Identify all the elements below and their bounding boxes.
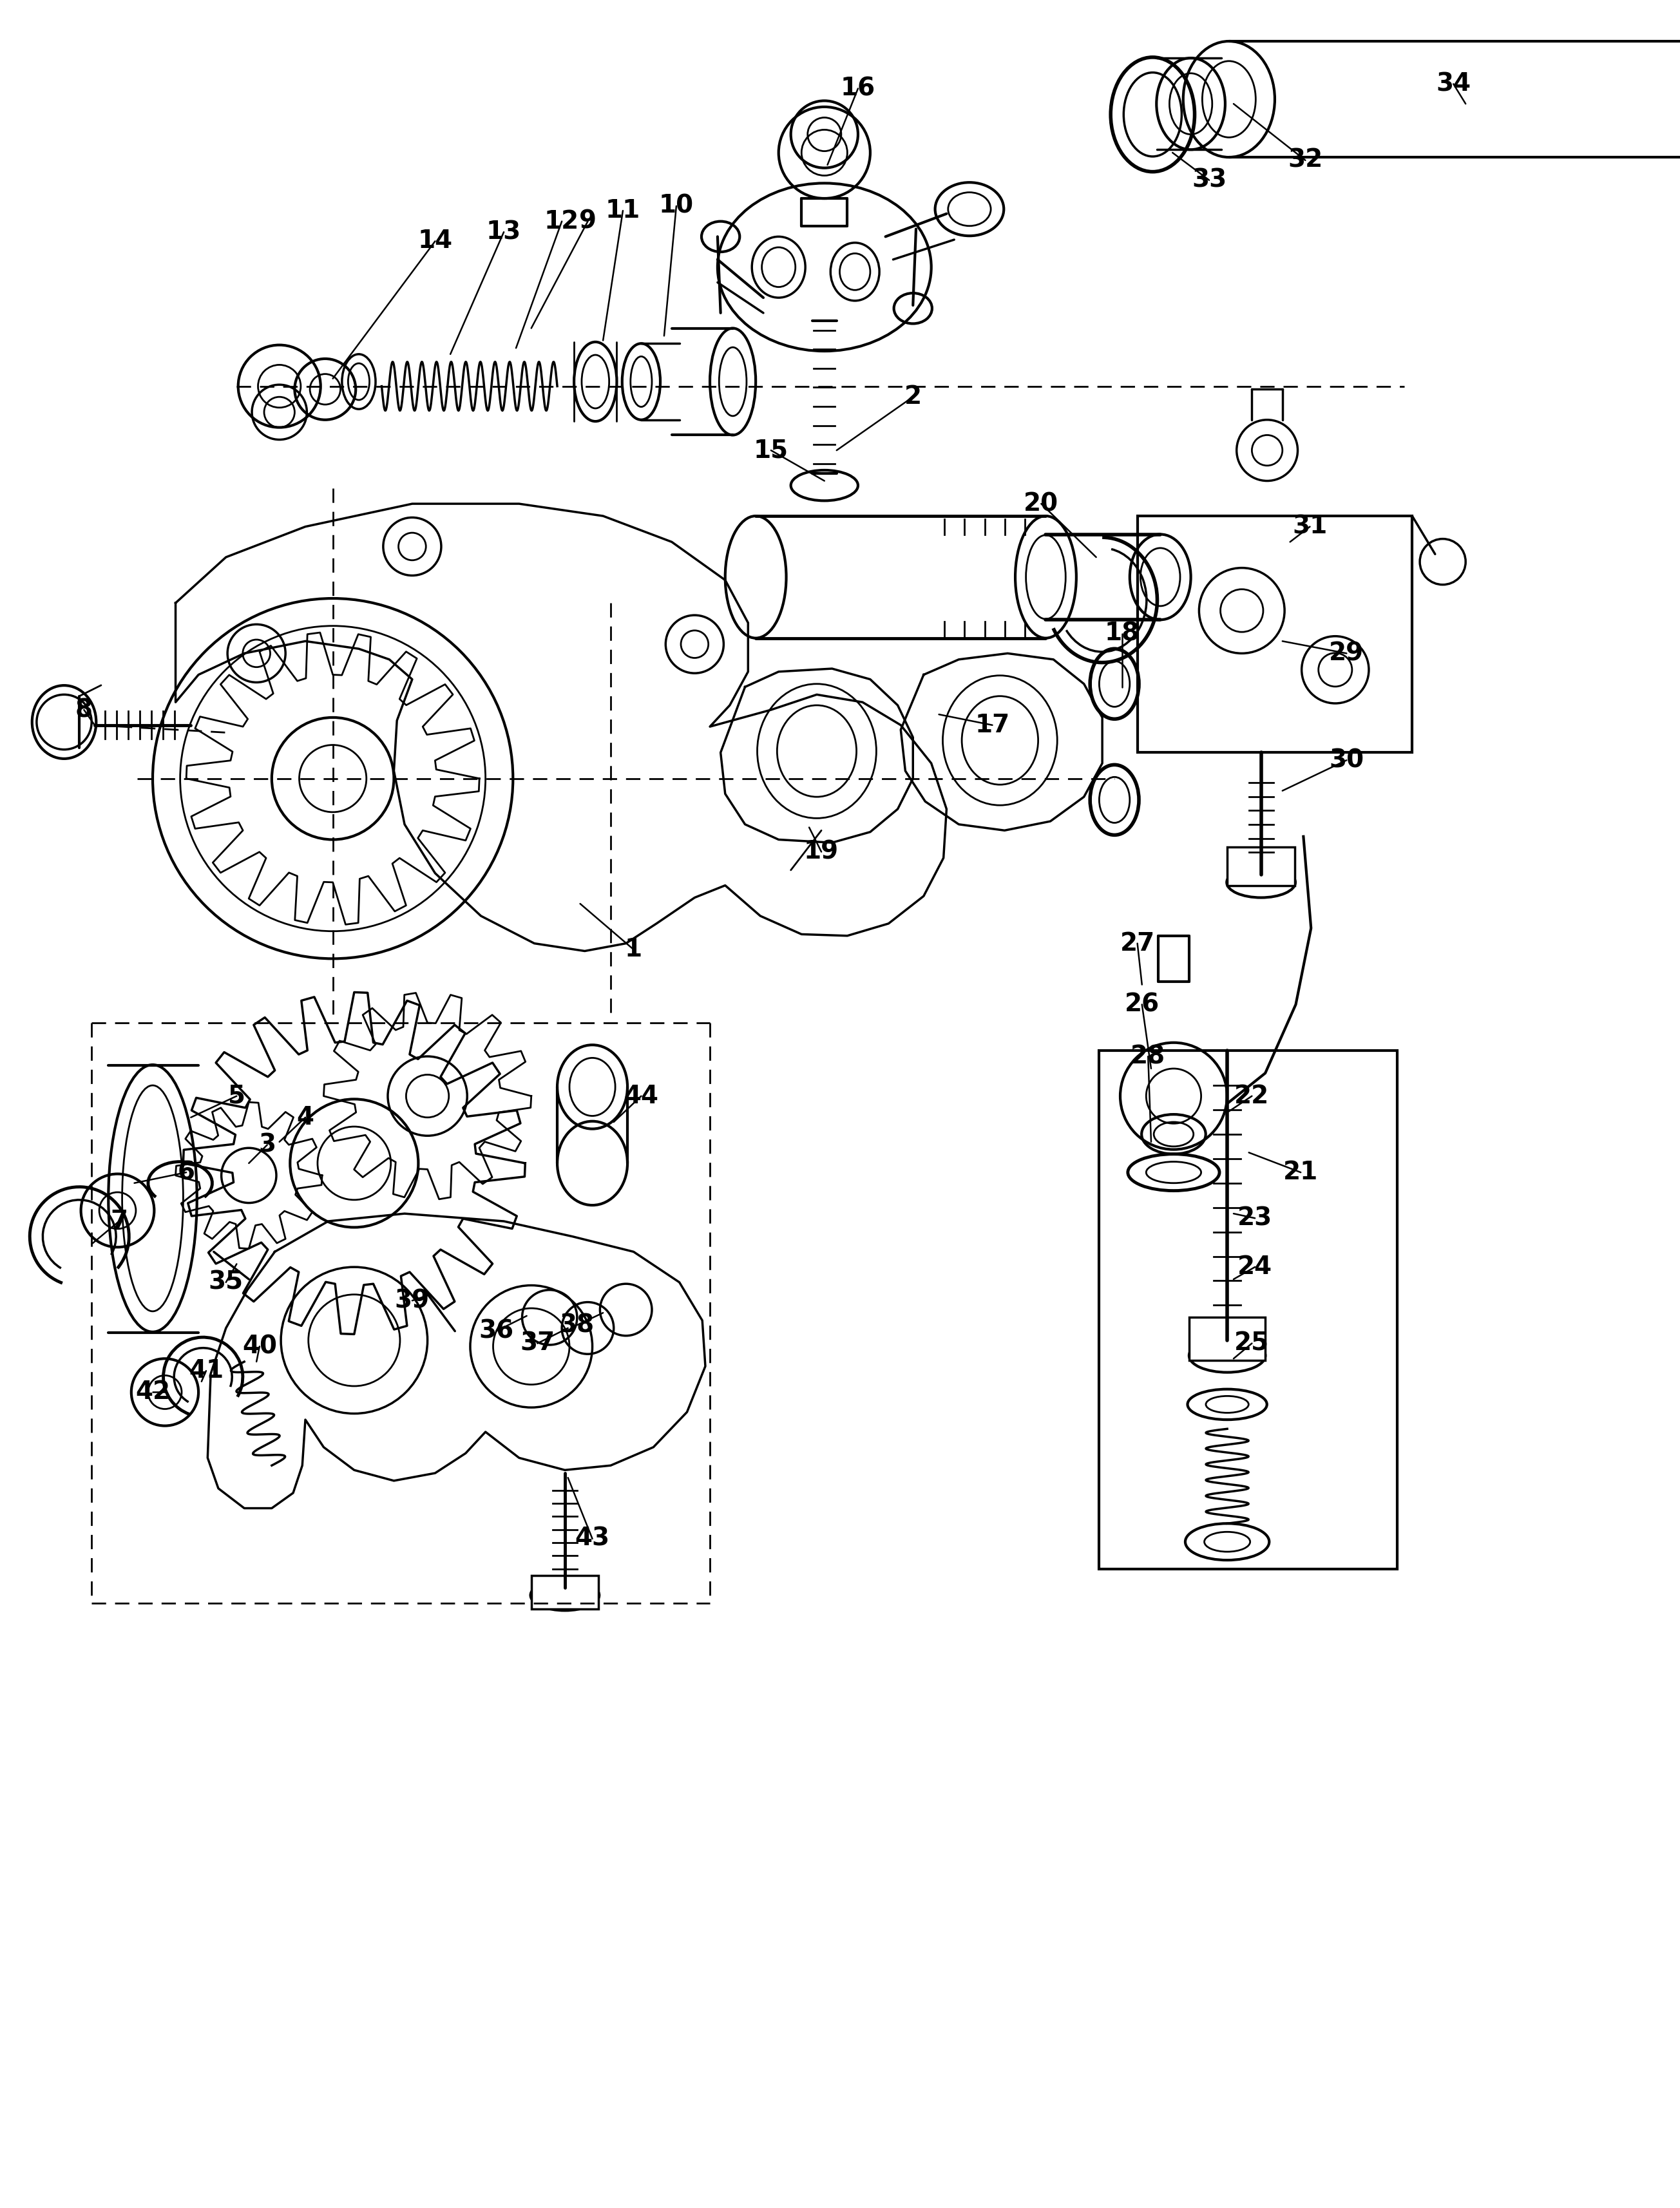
Bar [1137,517,1413,753]
Text: 36: 36 [479,1318,514,1342]
Text: 22: 22 [1235,1084,1270,1108]
Text: 35: 35 [208,1270,244,1294]
Text: 16: 16 [840,77,875,102]
Text: 34: 34 [1436,71,1470,97]
Text: 41: 41 [188,1358,223,1382]
Text: 9: 9 [580,210,596,234]
Text: 23: 23 [1238,1206,1272,1230]
Text: 40: 40 [242,1334,277,1358]
Text: 6: 6 [178,1159,195,1186]
Text: 42: 42 [134,1380,170,1404]
Text: 31: 31 [1292,514,1327,539]
Text: 12: 12 [544,210,580,234]
Bar [1228,848,1295,885]
Text: 18: 18 [1105,620,1139,645]
Text: 29: 29 [1329,640,1364,665]
Text: 13: 13 [486,221,521,245]
Text: 10: 10 [659,194,694,219]
Text: 37: 37 [519,1331,554,1356]
Text: 28: 28 [1131,1044,1166,1069]
Bar [1099,1051,1396,1570]
Text: 3: 3 [259,1133,276,1157]
Text: 20: 20 [1023,492,1058,517]
Text: 25: 25 [1235,1331,1270,1356]
Bar [531,1574,598,1610]
Text: 32: 32 [1289,148,1322,172]
Text: 33: 33 [1191,168,1226,192]
Text: 11: 11 [605,199,640,223]
Text: 30: 30 [1329,749,1364,773]
Text: 38: 38 [559,1314,595,1338]
Text: 5: 5 [228,1084,245,1108]
Text: 4: 4 [297,1106,314,1130]
Text: 44: 44 [623,1084,659,1108]
Text: 8: 8 [76,698,92,722]
Text: 43: 43 [575,1526,610,1550]
Text: 26: 26 [1124,991,1159,1016]
Text: 39: 39 [395,1289,430,1314]
Text: 14: 14 [418,230,452,254]
Text: 21: 21 [1284,1159,1319,1186]
Text: 27: 27 [1121,932,1154,956]
Text: 15: 15 [754,437,788,461]
Text: 17: 17 [974,713,1010,737]
Text: 1: 1 [625,936,642,963]
Text: 2: 2 [904,384,922,408]
Text: 24: 24 [1238,1254,1272,1278]
Bar [1189,1318,1265,1360]
Text: 7: 7 [111,1210,128,1234]
Text: 19: 19 [805,839,838,863]
Ellipse shape [717,183,931,351]
